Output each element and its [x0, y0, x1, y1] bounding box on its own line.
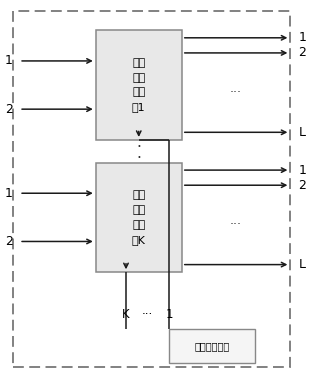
- Text: 2: 2: [298, 46, 306, 59]
- Text: 射频
全交
换矩
阵1: 射频 全交 换矩 阵1: [132, 58, 145, 112]
- Text: ·: ·: [136, 151, 141, 166]
- Text: ···: ···: [230, 86, 242, 99]
- Bar: [96, 163, 182, 272]
- Text: ·: ·: [136, 140, 141, 155]
- Text: 2: 2: [5, 103, 13, 116]
- Text: 2: 2: [298, 179, 306, 192]
- Text: 1: 1: [298, 164, 306, 177]
- Text: L: L: [298, 126, 305, 139]
- Bar: [96, 30, 182, 140]
- Text: L: L: [298, 258, 305, 271]
- Text: K: K: [122, 308, 130, 321]
- Text: 1: 1: [5, 54, 13, 67]
- Bar: [169, 329, 255, 363]
- Text: 1: 1: [5, 187, 13, 200]
- Text: 射频
全交
换矩
阵K: 射频 全交 换矩 阵K: [132, 190, 146, 245]
- Text: 1: 1: [165, 308, 173, 321]
- Text: ···: ···: [230, 218, 242, 231]
- Text: 1: 1: [298, 31, 306, 44]
- Text: 2: 2: [5, 235, 13, 248]
- Text: ···: ···: [142, 308, 153, 321]
- Bar: [13, 11, 290, 367]
- Text: 切换控制模块: 切换控制模块: [195, 341, 230, 351]
